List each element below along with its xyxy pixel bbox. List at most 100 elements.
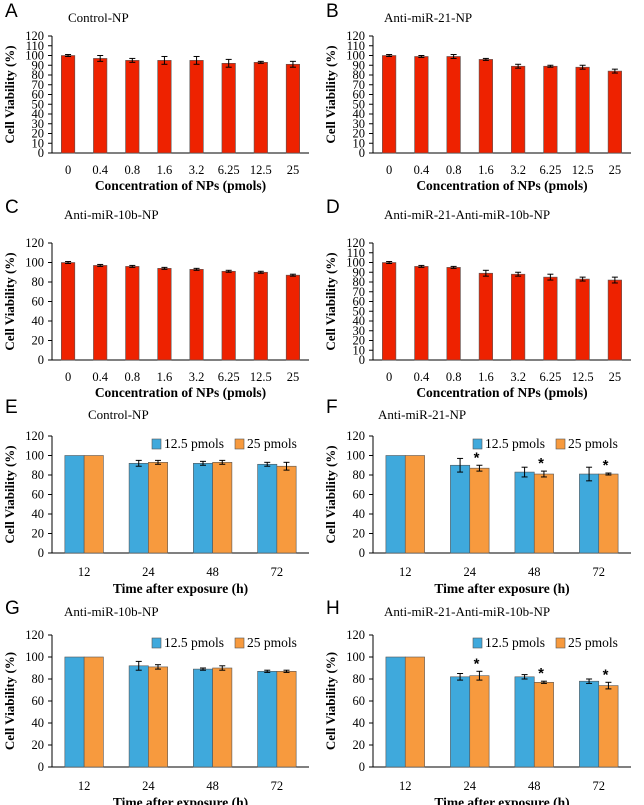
y-tick-label: 30 bbox=[32, 117, 45, 131]
legend-label: 25 pmols bbox=[247, 436, 297, 451]
y-tick-label: 0 bbox=[359, 353, 365, 367]
legend-swatch bbox=[555, 637, 566, 649]
bar bbox=[83, 455, 104, 554]
x-tick-label: 25 bbox=[287, 370, 300, 384]
y-tick-label: 40 bbox=[353, 107, 366, 121]
y-tick-label: 20 bbox=[32, 127, 45, 141]
bar bbox=[533, 473, 554, 554]
y-tick-label: 80 bbox=[32, 275, 45, 289]
x-tick-label: 6.25 bbox=[539, 163, 561, 177]
x-tick-label: 12.5 bbox=[250, 370, 272, 384]
y-tick-label: 120 bbox=[25, 429, 44, 443]
bar bbox=[61, 262, 76, 361]
y-tick-label: 120 bbox=[346, 236, 365, 250]
y-tick-label: 0 bbox=[38, 760, 44, 774]
x-tick-label: 3.2 bbox=[189, 163, 205, 177]
bar bbox=[148, 462, 168, 554]
bar bbox=[469, 467, 490, 554]
bar bbox=[575, 278, 590, 361]
y-tick-label: 60 bbox=[353, 488, 366, 502]
y-axis-label: Cell Viability (%) bbox=[2, 45, 17, 143]
panel-g: G Anti-miR-10b-NP 0 20 40 60 80 100 120 Cell Viab… bbox=[2, 598, 309, 805]
y-axis-label: Cell Viability (%) bbox=[2, 445, 17, 543]
x-axis-label: Time after exposure (h) bbox=[113, 581, 248, 596]
bar bbox=[598, 685, 619, 768]
y-tick-label: 120 bbox=[25, 29, 44, 43]
legend-label: 12.5 pmols bbox=[164, 635, 224, 650]
panel-letter: E bbox=[5, 397, 18, 418]
x-tick-label: 6.25 bbox=[218, 163, 240, 177]
bar bbox=[382, 262, 397, 361]
bar bbox=[193, 462, 213, 554]
y-tick-label: 110 bbox=[26, 39, 44, 53]
x-axis-label: Concentration of NPs (pmols) bbox=[95, 178, 266, 193]
y-tick-label: 100 bbox=[346, 49, 365, 63]
significance-star: * bbox=[603, 457, 609, 474]
y-tick-label: 50 bbox=[32, 97, 45, 111]
y-tick-label: 90 bbox=[353, 58, 366, 72]
bar bbox=[469, 675, 490, 768]
bar bbox=[446, 267, 461, 361]
panel-letter: G bbox=[5, 598, 20, 619]
legend-label: 25 pmols bbox=[568, 436, 618, 451]
y-tick-label: 120 bbox=[346, 429, 365, 443]
y-tick-label: 70 bbox=[353, 285, 366, 299]
y-tick-label: 100 bbox=[346, 256, 365, 270]
bar bbox=[64, 455, 85, 554]
bar bbox=[253, 62, 268, 154]
x-tick-label: 48 bbox=[206, 779, 219, 793]
panel-title: Anti-miR-21-Anti-miR-10b-NP bbox=[384, 604, 550, 619]
x-tick-label: 6.25 bbox=[539, 370, 561, 384]
y-tick-label: 120 bbox=[346, 29, 365, 43]
bar bbox=[83, 656, 104, 768]
y-tick-label: 40 bbox=[32, 107, 45, 121]
x-tick-label: 24 bbox=[464, 779, 477, 793]
bar bbox=[446, 56, 461, 154]
panel-d: D Anti-miR-21-Anti-miR-10b-NP010203040506… bbox=[323, 197, 631, 400]
y-tick-label: 80 bbox=[353, 68, 366, 82]
panel-title: Anti-miR-21-NP bbox=[384, 10, 472, 25]
panel-e: E Control-NP 0 20 40 60 80 100 120 Cell Viability… bbox=[2, 397, 309, 596]
y-tick-label: 40 bbox=[32, 716, 45, 730]
bar bbox=[257, 670, 278, 768]
bar bbox=[478, 272, 493, 361]
legend-swatch bbox=[472, 438, 483, 450]
bar bbox=[93, 265, 108, 361]
significance-star: * bbox=[538, 455, 544, 472]
bar bbox=[450, 464, 471, 554]
y-tick-label: 30 bbox=[353, 324, 366, 338]
x-tick-label: 72 bbox=[271, 779, 284, 793]
x-tick-label: 1.6 bbox=[478, 370, 494, 384]
y-tick-label: 50 bbox=[353, 97, 366, 111]
x-tick-label: 48 bbox=[528, 565, 541, 579]
panel-title: Control-NP bbox=[68, 10, 129, 25]
legend-swatch bbox=[472, 637, 483, 649]
y-tick-label: 110 bbox=[347, 246, 365, 260]
bar bbox=[478, 59, 493, 154]
y-tick-label: 20 bbox=[32, 334, 45, 348]
y-tick-label: 100 bbox=[25, 650, 44, 664]
y-tick-label: 100 bbox=[25, 449, 44, 463]
bar bbox=[193, 668, 213, 768]
y-tick-label: 0 bbox=[38, 546, 44, 560]
x-tick-label: 25 bbox=[287, 163, 300, 177]
y-tick-label: 60 bbox=[353, 88, 366, 102]
legend-swatch bbox=[234, 438, 245, 450]
panel-letter: D bbox=[326, 197, 340, 218]
bar bbox=[450, 676, 471, 768]
bar bbox=[128, 665, 149, 768]
x-tick-label: 3.2 bbox=[510, 163, 526, 177]
y-tick-label: 80 bbox=[32, 68, 45, 82]
legend-label: 25 pmols bbox=[568, 635, 618, 650]
x-tick-label: 1.6 bbox=[157, 370, 173, 384]
bar bbox=[212, 462, 233, 554]
y-tick-label: 110 bbox=[347, 39, 365, 53]
y-tick-label: 80 bbox=[32, 672, 45, 686]
x-tick-label: 24 bbox=[464, 565, 477, 579]
y-tick-label: 40 bbox=[32, 314, 45, 328]
y-tick-label: 10 bbox=[353, 136, 366, 150]
y-tick-label: 100 bbox=[25, 256, 44, 270]
bar bbox=[276, 670, 297, 768]
y-tick-label: 40 bbox=[32, 507, 45, 521]
